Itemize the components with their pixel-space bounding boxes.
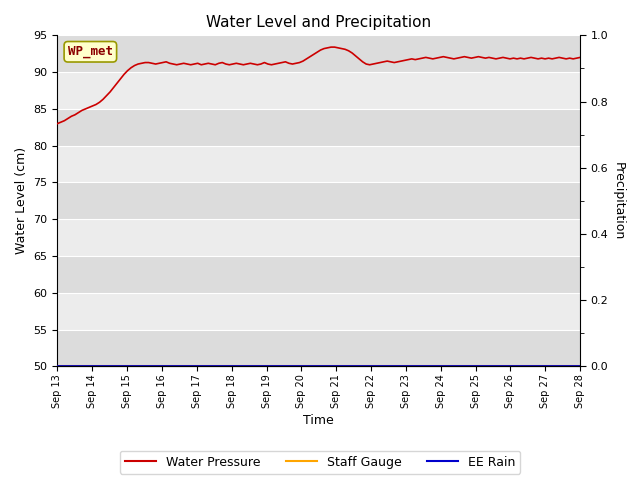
Bar: [58, 219, 580, 256]
Bar: [58, 146, 580, 182]
X-axis label: Time: Time: [303, 414, 334, 427]
Bar: [58, 109, 580, 146]
Title: Water Level and Precipitation: Water Level and Precipitation: [206, 15, 431, 30]
Bar: [58, 330, 580, 366]
Bar: [58, 293, 580, 330]
Text: WP_met: WP_met: [68, 45, 113, 58]
Legend: Water Pressure, Staff Gauge, EE Rain: Water Pressure, Staff Gauge, EE Rain: [120, 451, 520, 474]
Y-axis label: Precipitation: Precipitation: [612, 162, 625, 240]
Bar: [58, 256, 580, 293]
Bar: [58, 72, 580, 109]
Y-axis label: Water Level (cm): Water Level (cm): [15, 147, 28, 254]
Bar: [58, 182, 580, 219]
Bar: [58, 36, 580, 72]
